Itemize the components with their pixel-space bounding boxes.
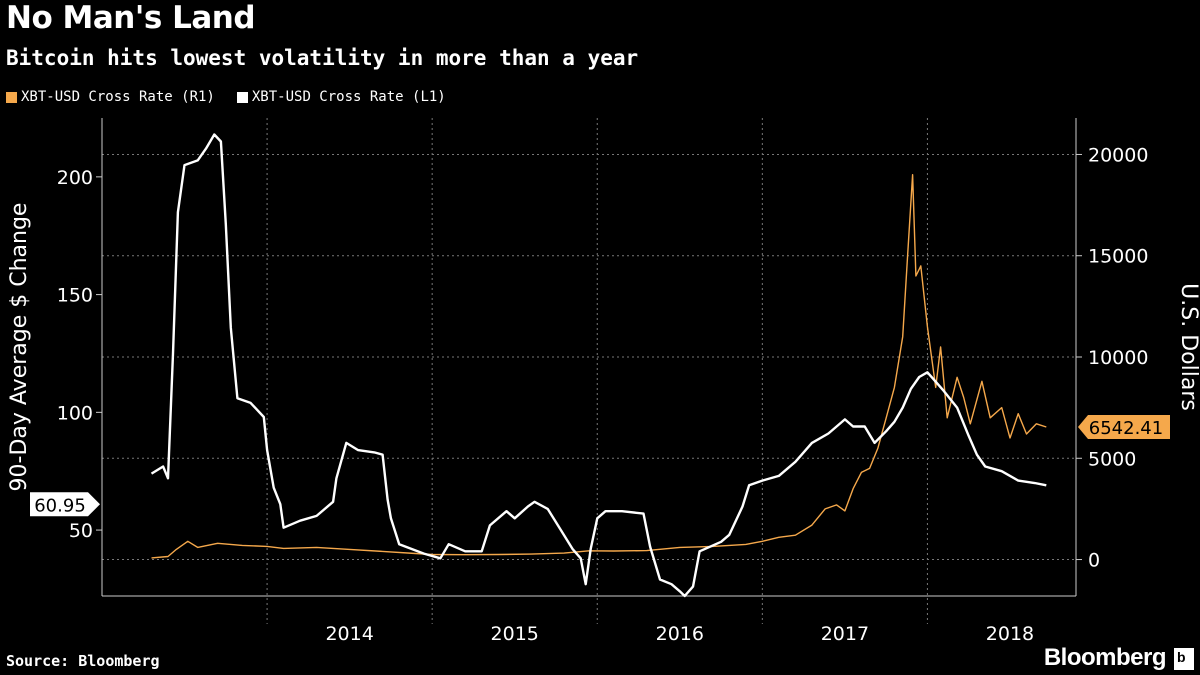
right-tick-label: 20000 xyxy=(1088,144,1148,166)
x-tick-label: 2016 xyxy=(656,623,704,645)
last-value-tag-right xyxy=(1078,415,1170,440)
right-axis-label: U.S. Dollars xyxy=(1176,283,1200,411)
right-tick-label: 10000 xyxy=(1088,347,1148,369)
left-tick-label: 100 xyxy=(57,402,93,424)
right-tick-label: 15000 xyxy=(1088,246,1148,268)
x-tick-label: 2014 xyxy=(325,623,373,645)
left-tick-label: 50 xyxy=(69,520,93,542)
last-value-tag-left xyxy=(30,492,100,517)
right-tick-label: 0 xyxy=(1088,550,1100,572)
legend-label-r1: XBT-USD Cross Rate (R1) xyxy=(21,89,215,105)
chart-title: No Man's Land xyxy=(6,0,256,36)
source-note: Source: Bloomberg xyxy=(6,652,160,670)
series-line-r1 xyxy=(151,174,1047,559)
x-tick-label: 2015 xyxy=(491,623,539,645)
series-line-l1 xyxy=(150,133,1047,598)
left-axis-label: 90-Day Average $ Change xyxy=(7,203,32,492)
legend-item-r1: XBT-USD Cross Rate (R1) xyxy=(6,89,215,105)
x-tick-label: 2018 xyxy=(986,623,1034,645)
legend-swatch-l1 xyxy=(236,91,248,103)
legend-item-l1: XBT-USD Cross Rate (L1) xyxy=(236,89,446,105)
legend-swatch-r1 xyxy=(6,91,17,103)
x-tick-label: 2017 xyxy=(821,623,869,645)
right-tick-label: 5000 xyxy=(1088,448,1136,470)
brand-logo: Bloomberg xyxy=(1043,644,1167,671)
brand-icon: b xyxy=(1174,648,1194,670)
legend: XBT-USD Cross Rate (R1) XBT-USD Cross Ra… xyxy=(6,89,446,105)
left-tick-label: 200 xyxy=(57,167,93,189)
left-tick-label: 150 xyxy=(57,285,93,307)
last-value-left: 60.95 xyxy=(34,495,86,516)
last-value-right: 6542.41 xyxy=(1089,418,1163,439)
chart-subtitle: Bitcoin hits lowest volatility in more t… xyxy=(6,46,639,70)
legend-label-l1: XBT-USD Cross Rate (L1) xyxy=(251,89,446,105)
